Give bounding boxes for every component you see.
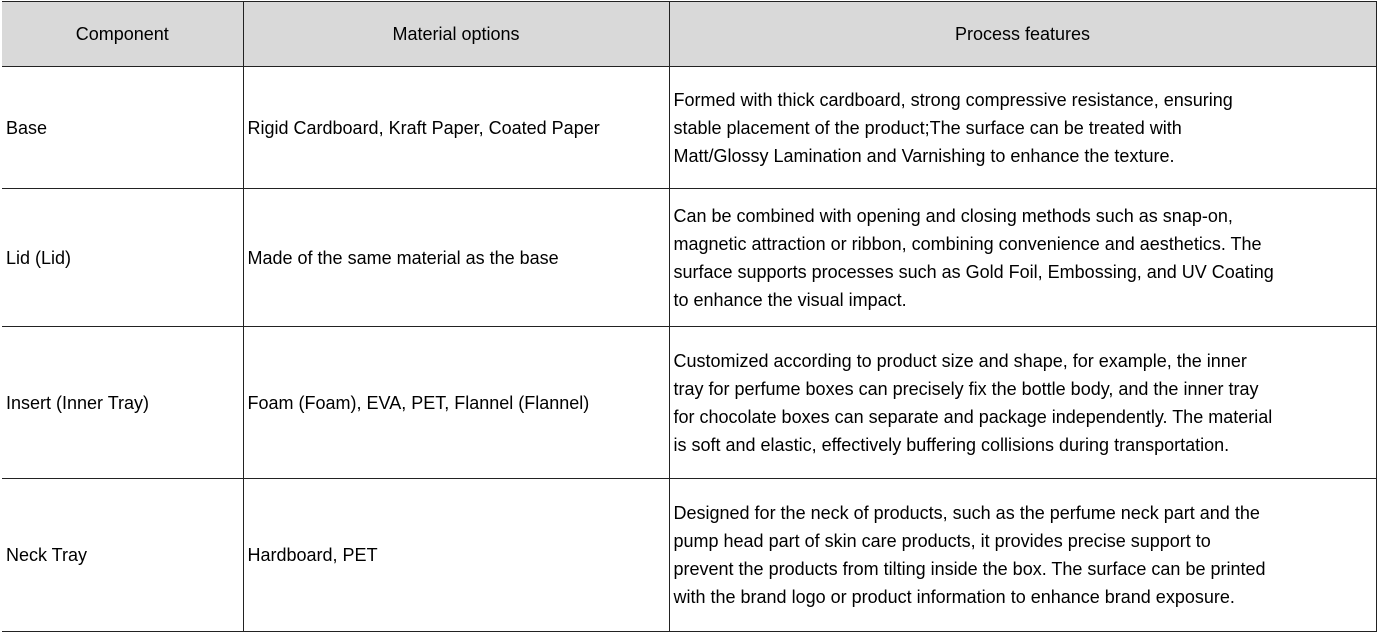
component-cell: Insert (Inner Tray) xyxy=(2,326,244,479)
material-options-cell: Made of the same material as the base xyxy=(242,188,670,327)
process-features-line: stable placement of the product;The surf… xyxy=(673,117,1182,138)
component-cell: Base xyxy=(2,66,244,189)
process-features-line: for chocolate boxes can separate and pac… xyxy=(673,406,1273,427)
process-features-cell: Customized according to product size and… xyxy=(668,326,1377,479)
process-features-line: to enhance the visual impact. xyxy=(673,289,907,310)
process-features-line: Customized according to product size and… xyxy=(673,350,1247,371)
process-features-line: pump head part of skin care products, it… xyxy=(673,531,1211,551)
process-features-line: prevent the products from tilting inside… xyxy=(673,559,1266,579)
table-row: Neck Tray Hardboard, PET Designed for the … xyxy=(2,478,1377,632)
process-features-line: magnetic attraction or ribbon, combining… xyxy=(673,233,1262,254)
header-process-features: Process features xyxy=(668,1,1377,67)
process-features-cell: Formed with thick cardboard, strong comp… xyxy=(668,66,1377,189)
header-material-options: Material options xyxy=(242,1,670,67)
process-features-cell: Can be combined with opening and closing… xyxy=(668,188,1377,327)
table-row: Base Rigid Cardboard, Kraft Paper, Coated… xyxy=(2,66,1377,189)
process-features-line: Matt/Glossy Lamination and Varnishing to… xyxy=(673,145,1175,166)
header-component: Component xyxy=(2,1,244,67)
component-cell: Neck Tray xyxy=(2,478,244,632)
process-features-line: is soft and elastic, effectively bufferi… xyxy=(673,434,1230,455)
process-features-line: surface supports processes such as Gold … xyxy=(673,261,1274,282)
header-row: Component Material options Process featu… xyxy=(2,1,1377,67)
material-options-cell: Rigid Cardboard, Kraft Paper, Coated Pap… xyxy=(242,66,670,189)
process-features-line: Formed with thick cardboard, strong comp… xyxy=(673,89,1233,110)
process-features-line: Can be combined with opening and closing… xyxy=(673,205,1233,226)
material-options-cell: Foam (Foam), EVA, PET, Flannel (Flannel) xyxy=(242,326,670,479)
process-features-line: Designed for the neck of products, such … xyxy=(673,503,1260,523)
process-features-line: tray for perfume boxes can precisely fix… xyxy=(673,378,1259,399)
material-options-cell: Hardboard, PET xyxy=(242,478,670,632)
process-features-cell: Designed for the neck of products, such … xyxy=(668,478,1377,632)
table-row: Lid (Lid) Made of the same material as th… xyxy=(2,188,1377,327)
component-cell: Lid (Lid) xyxy=(2,188,244,327)
table-row: Insert (Inner Tray) Foam (Foam), EVA, PET… xyxy=(2,326,1377,479)
process-features-line: with the brand logo or product informati… xyxy=(673,587,1235,607)
